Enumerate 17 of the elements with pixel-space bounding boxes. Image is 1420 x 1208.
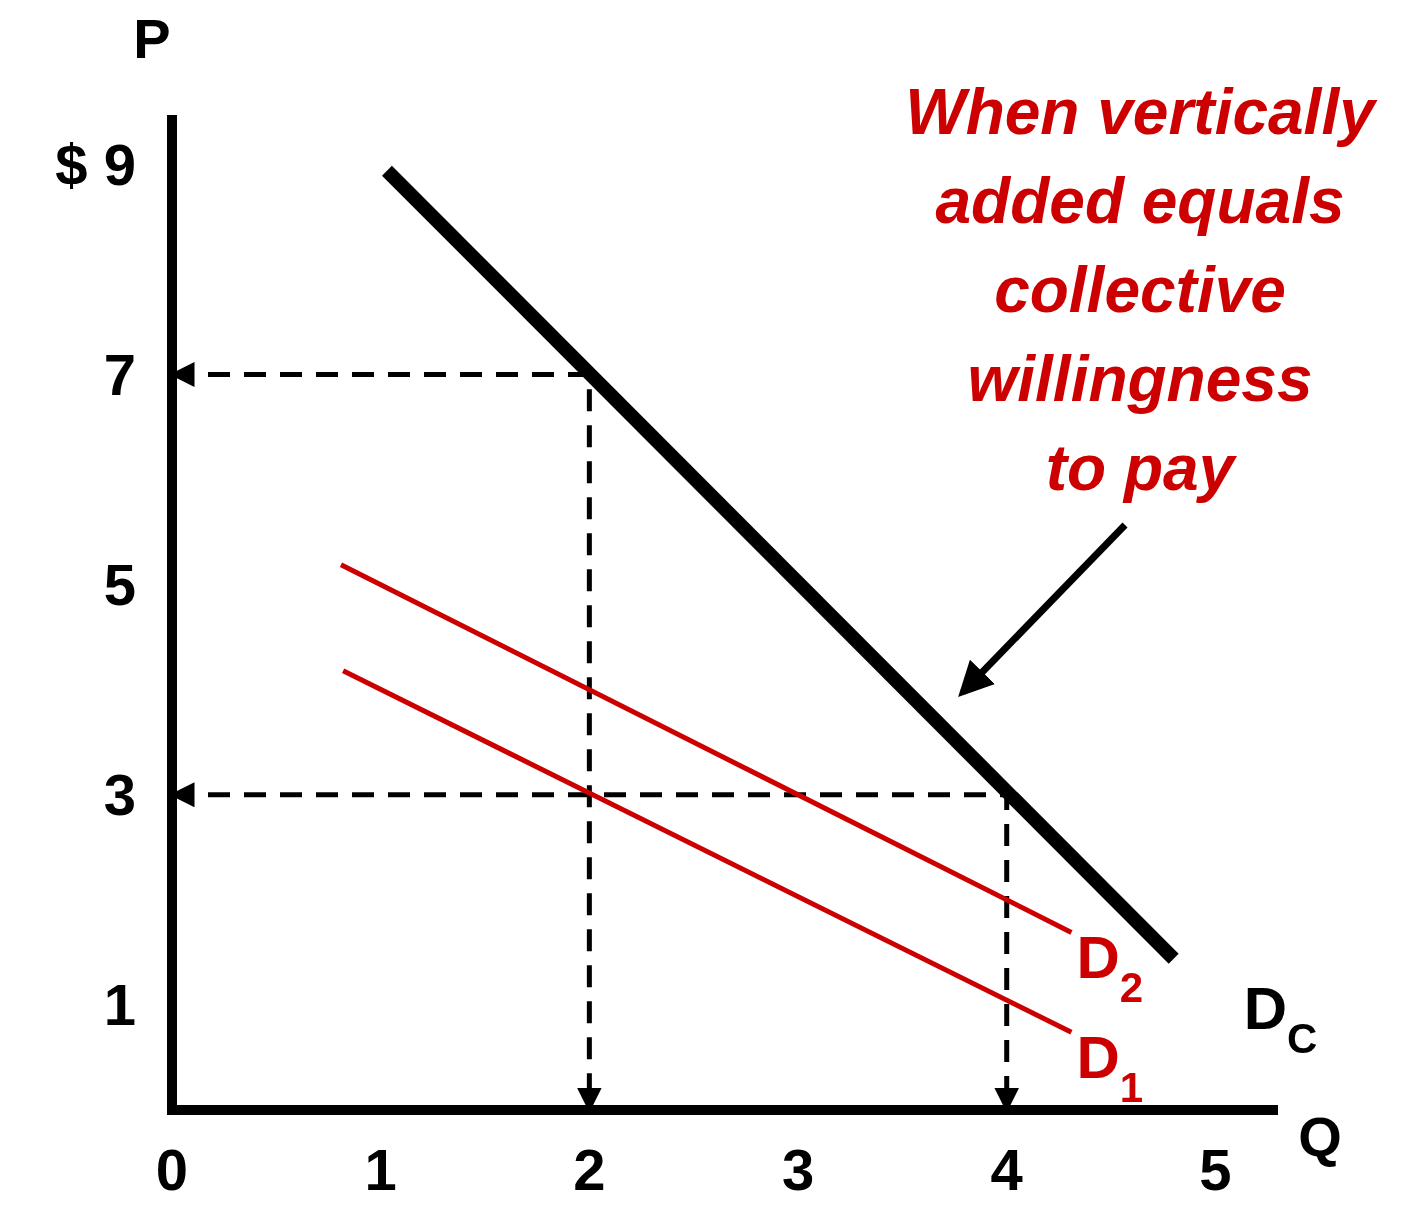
x-tick-label: 0 bbox=[155, 1137, 189, 1202]
y-tick-label: $ 9 bbox=[55, 131, 136, 197]
x-axis-title: Q bbox=[1298, 1105, 1342, 1168]
y-tick-label: 5 bbox=[103, 551, 136, 617]
series-label: D$_{C}$ bbox=[1243, 974, 1318, 1062]
x-tick-label: 4 bbox=[990, 1137, 1023, 1202]
series-label: D$_{2}$ bbox=[1076, 924, 1144, 1011]
y-tick-label: 3 bbox=[103, 762, 136, 828]
x-tick-label: 1 bbox=[364, 1137, 397, 1202]
series-label: D$_{1}$ bbox=[1076, 1024, 1144, 1111]
y-axis-title: P bbox=[133, 7, 171, 70]
annotation: When vertically added equals collective willingness to pay bbox=[905, 76, 1379, 504]
x-tick-label: 3 bbox=[781, 1137, 815, 1202]
y-tick-label: 7 bbox=[103, 341, 136, 407]
x-tick-label: 5 bbox=[1199, 1137, 1232, 1202]
x-tick-label: 2 bbox=[573, 1137, 606, 1202]
y-tick-label: 1 bbox=[103, 972, 136, 1038]
